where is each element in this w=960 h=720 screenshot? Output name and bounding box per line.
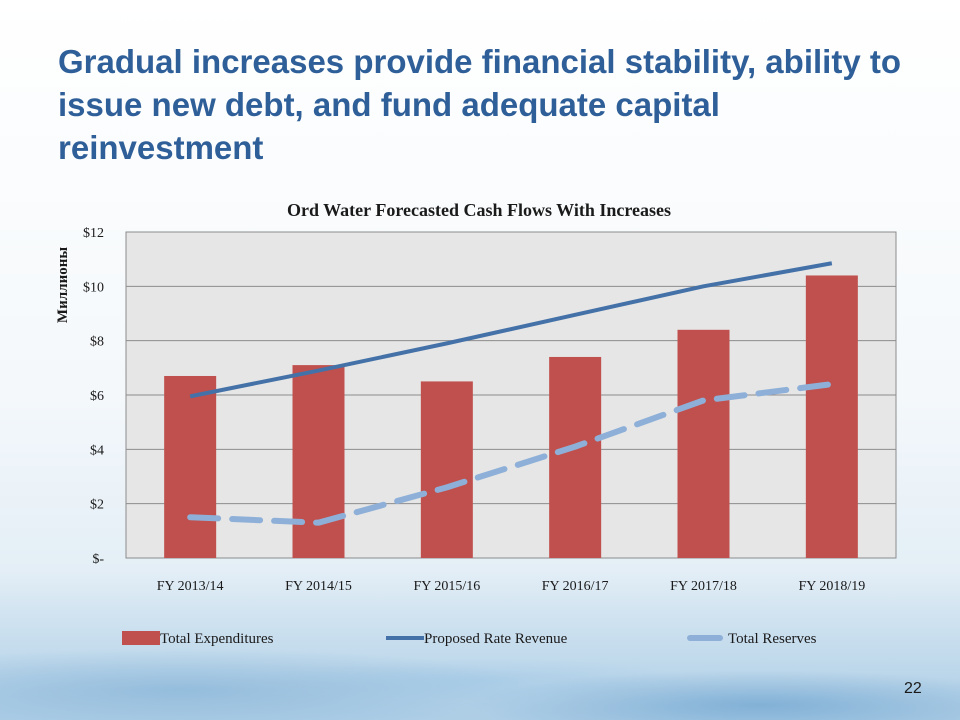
legend: Total Expenditures Proposed Rate Revenue T… bbox=[122, 631, 817, 647]
legend-label: Total Reserves bbox=[728, 631, 817, 647]
bar-total-expenditures bbox=[292, 365, 345, 558]
bar-total-expenditures bbox=[420, 381, 473, 558]
y-tick-label: $12 bbox=[83, 226, 104, 241]
bar-series bbox=[164, 275, 858, 558]
x-tick-label: FY 2016/17 bbox=[542, 579, 609, 594]
legend-item: Proposed Rate Revenue bbox=[386, 631, 568, 647]
bar-total-expenditures bbox=[805, 275, 858, 558]
legend-item: Total Reserves bbox=[687, 631, 817, 647]
y-axis-title: Миллионы bbox=[55, 247, 71, 323]
line-series bbox=[187, 261, 835, 526]
y-tick-label: $10 bbox=[83, 280, 104, 295]
bar-total-expenditures bbox=[677, 329, 730, 558]
legend-label: Proposed Rate Revenue bbox=[424, 631, 568, 647]
legend-label: Total Expenditures bbox=[160, 631, 274, 647]
bar-total-expenditures bbox=[549, 356, 602, 558]
line-total-reserves bbox=[187, 381, 835, 526]
x-tick-label: FY 2015/16 bbox=[413, 579, 480, 594]
line-proposed-rate-revenue bbox=[189, 261, 833, 399]
y-tick-label: $6 bbox=[90, 389, 104, 404]
slide-title: Gradual increases provide financial stab… bbox=[58, 43, 901, 166]
x-tick-label: FY 2017/18 bbox=[670, 579, 737, 594]
chart-title: Ord Water Forecasted Cash Flows With Inc… bbox=[287, 200, 671, 220]
bar-total-expenditures bbox=[164, 375, 217, 558]
page-number: 22 bbox=[904, 680, 922, 697]
legend-item: Total Expenditures bbox=[122, 631, 274, 647]
x-tick-label: FY 2014/15 bbox=[285, 579, 352, 594]
y-axis-ticks: $- $2 $4 $6 $8 $10 $12 bbox=[83, 226, 104, 567]
y-tick-label: $2 bbox=[90, 498, 104, 513]
legend-swatch-bar bbox=[122, 631, 160, 645]
x-tick-label: FY 2018/19 bbox=[798, 579, 865, 594]
y-tick-label: $- bbox=[92, 552, 104, 567]
x-axis-ticks: FY 2013/14 FY 2014/15 FY 2015/16 FY 2016/17… bbox=[157, 579, 865, 594]
x-tick-label: FY 2013/14 bbox=[157, 579, 224, 594]
y-tick-label: $8 bbox=[90, 335, 104, 350]
y-tick-label: $4 bbox=[90, 443, 104, 458]
